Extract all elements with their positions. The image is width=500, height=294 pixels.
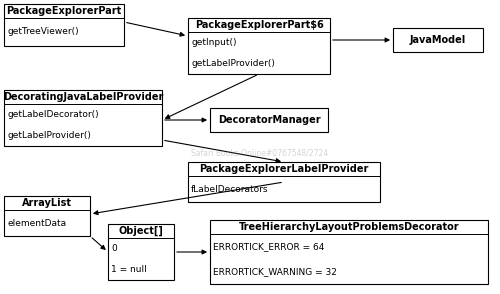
Text: DecoratorManager: DecoratorManager [218, 115, 320, 125]
Bar [188, 162, 380, 202]
Text: getInput(): getInput() [191, 38, 236, 47]
Text: 1 = null: 1 = null [111, 265, 147, 274]
Text: ArrayList: ArrayList [22, 198, 72, 208]
Bar [4, 4, 124, 46]
Bar [210, 108, 328, 132]
Text: Safari Books Online#0767548/2724: Safari Books Online#0767548/2724 [192, 148, 328, 157]
Bar [108, 224, 174, 280]
Text: getTreeViewer(): getTreeViewer() [7, 28, 78, 36]
Text: Object[]: Object[] [118, 226, 164, 236]
Text: getLabelProvider(): getLabelProvider() [7, 131, 91, 140]
Bar [4, 196, 90, 236]
Text: ERRORTICK_ERROR = 64: ERRORTICK_ERROR = 64 [213, 242, 324, 251]
Text: fLabelDecorators: fLabelDecorators [191, 185, 268, 193]
Text: PackageExplorerPart: PackageExplorerPart [6, 6, 121, 16]
Text: getLabelDecorator(): getLabelDecorator() [7, 110, 98, 119]
Text: 0: 0 [111, 244, 117, 253]
Text: DecoratingJavaLabelProvider: DecoratingJavaLabelProvider [3, 92, 163, 102]
Bar [4, 90, 162, 146]
Bar [393, 28, 483, 52]
Text: getLabelProvider(): getLabelProvider() [191, 59, 275, 68]
Text: PackageExplorerPart$6: PackageExplorerPart$6 [194, 20, 324, 30]
Bar [188, 18, 330, 74]
Text: ERRORTICK_WARNING = 32: ERRORTICK_WARNING = 32 [213, 267, 337, 276]
Text: JavaModel: JavaModel [410, 35, 466, 45]
Text: PackageExplorerLabelProvider: PackageExplorerLabelProvider [200, 164, 368, 174]
Text: TreeHierarchyLayoutProblemsDecorator: TreeHierarchyLayoutProblemsDecorator [238, 222, 460, 232]
Text: elementData: elementData [7, 218, 66, 228]
Bar [210, 220, 488, 284]
